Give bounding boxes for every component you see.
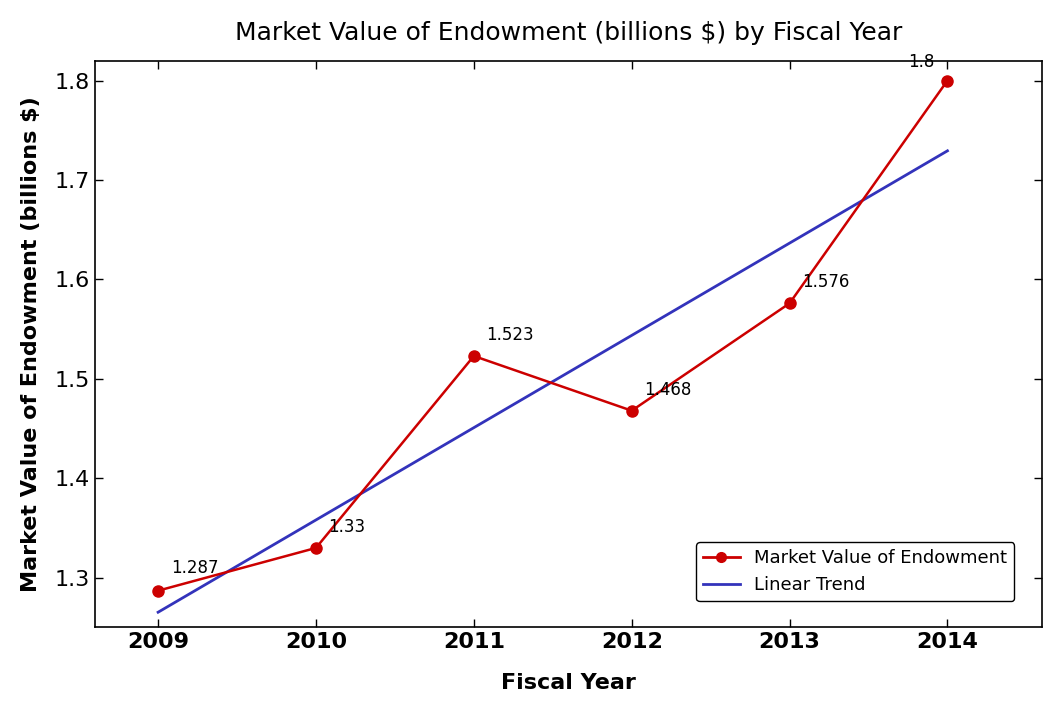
Text: 1.287: 1.287	[171, 559, 218, 577]
Title: Market Value of Endowment (billions $) by Fiscal Year: Market Value of Endowment (billions $) b…	[235, 21, 902, 45]
Text: 1.576: 1.576	[803, 273, 849, 291]
Text: 1.523: 1.523	[487, 326, 534, 344]
X-axis label: Fiscal Year: Fiscal Year	[501, 673, 636, 693]
Y-axis label: Market Value of Endowment (billions $): Market Value of Endowment (billions $)	[21, 96, 40, 592]
Text: 1.468: 1.468	[644, 381, 692, 398]
Text: 1.33: 1.33	[328, 518, 366, 536]
Legend: Market Value of Endowment, Linear Trend: Market Value of Endowment, Linear Trend	[696, 542, 1014, 601]
Text: 1.8: 1.8	[909, 53, 934, 71]
